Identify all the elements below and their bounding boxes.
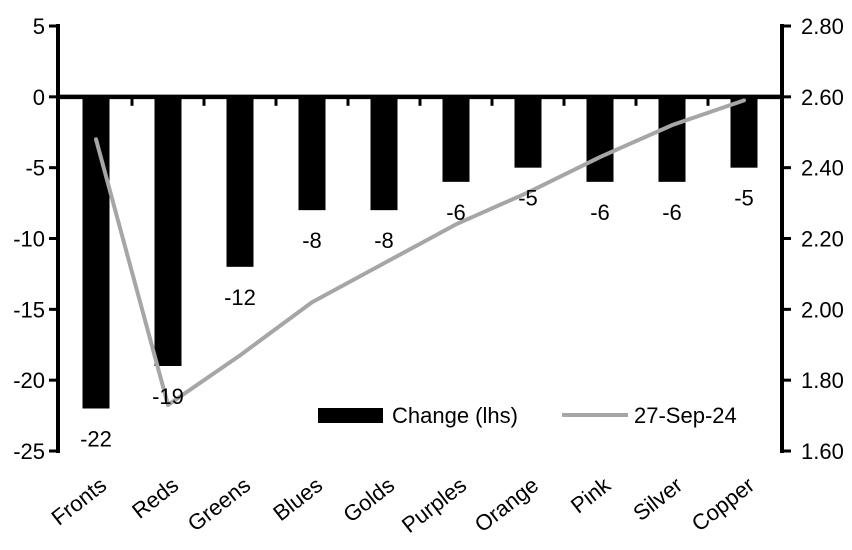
x-axis-category-label: Silver bbox=[628, 472, 687, 526]
tick-labels-layer: 5 0 -5 -10 -15 -20 -25 2.80 2.60 2.40 2.20 2.00 1.80… bbox=[13, 14, 844, 464]
legend: Change (lhs) 27-Sep-24 bbox=[318, 403, 737, 428]
x-axis-category-label: Greens bbox=[183, 472, 255, 536]
right-axis-tick-label: 2.60 bbox=[801, 85, 844, 110]
left-axis-tick-label: -5 bbox=[25, 156, 45, 181]
right-axis-tick-label: 2.00 bbox=[801, 297, 844, 322]
bar-blues bbox=[298, 96, 326, 211]
bars-layer bbox=[82, 96, 758, 409]
bar-orange bbox=[514, 96, 542, 168]
bar-data-label: -19 bbox=[152, 384, 184, 409]
x-axis-category-label: Pink bbox=[566, 472, 616, 519]
line-layer bbox=[94, 98, 746, 407]
bar-silver bbox=[658, 96, 686, 182]
right-axis-tick-label: 1.60 bbox=[801, 439, 844, 464]
bar-fronts bbox=[82, 96, 110, 409]
left-axis-tick-label: -10 bbox=[13, 227, 45, 252]
x-axis-category-label: Orange bbox=[470, 472, 543, 537]
bar-pink bbox=[586, 96, 614, 182]
bar-golds bbox=[370, 96, 398, 211]
legend-bar-label: Change (lhs) bbox=[392, 403, 518, 428]
x-axis-category-label: Copper bbox=[687, 472, 759, 536]
x-axis-category-label: Reds bbox=[127, 472, 183, 523]
right-axis-tick-label: 1.80 bbox=[801, 368, 844, 393]
bar-purples bbox=[442, 96, 470, 182]
right-axis-tick-label: 2.40 bbox=[801, 156, 844, 181]
left-axis-tick-label: -25 bbox=[13, 439, 45, 464]
bar-greens bbox=[226, 96, 254, 267]
legend-bar-swatch bbox=[318, 408, 383, 423]
legend-line-label: 27-Sep-24 bbox=[634, 403, 737, 428]
left-axis-tick-label: 5 bbox=[33, 14, 45, 39]
x-axis-category-label: Fronts bbox=[47, 472, 112, 530]
left-axis-tick-label: -20 bbox=[13, 368, 45, 393]
x-axis-category-label: Blues bbox=[268, 472, 327, 526]
bar-copper bbox=[730, 96, 758, 168]
bar-data-label: -8 bbox=[374, 228, 394, 253]
bar-data-label: -12 bbox=[224, 285, 256, 310]
bar-labels-layer: -22 -19 -12 -8 -8 -6 -5 -6 -6 -5 bbox=[80, 186, 754, 452]
bar-data-label: -6 bbox=[590, 200, 610, 225]
left-axis-tick-label: 0 bbox=[33, 85, 45, 110]
bar-data-label: -5 bbox=[734, 186, 754, 211]
bar-data-label: -6 bbox=[446, 200, 466, 225]
x-axis-category-label: Purples bbox=[397, 472, 471, 538]
right-axis-tick-label: 2.20 bbox=[801, 227, 844, 252]
bar-data-label: -8 bbox=[302, 228, 322, 253]
line-series bbox=[94, 98, 746, 407]
bar-data-label: -22 bbox=[80, 427, 112, 452]
bar-reds bbox=[154, 96, 182, 366]
x-axis-category-label: Golds bbox=[338, 472, 399, 527]
bar-data-label: -5 bbox=[518, 186, 538, 211]
left-axis-tick-label: -15 bbox=[13, 297, 45, 322]
right-axis-tick-label: 2.80 bbox=[801, 14, 844, 39]
bar-data-label: -6 bbox=[662, 200, 682, 225]
